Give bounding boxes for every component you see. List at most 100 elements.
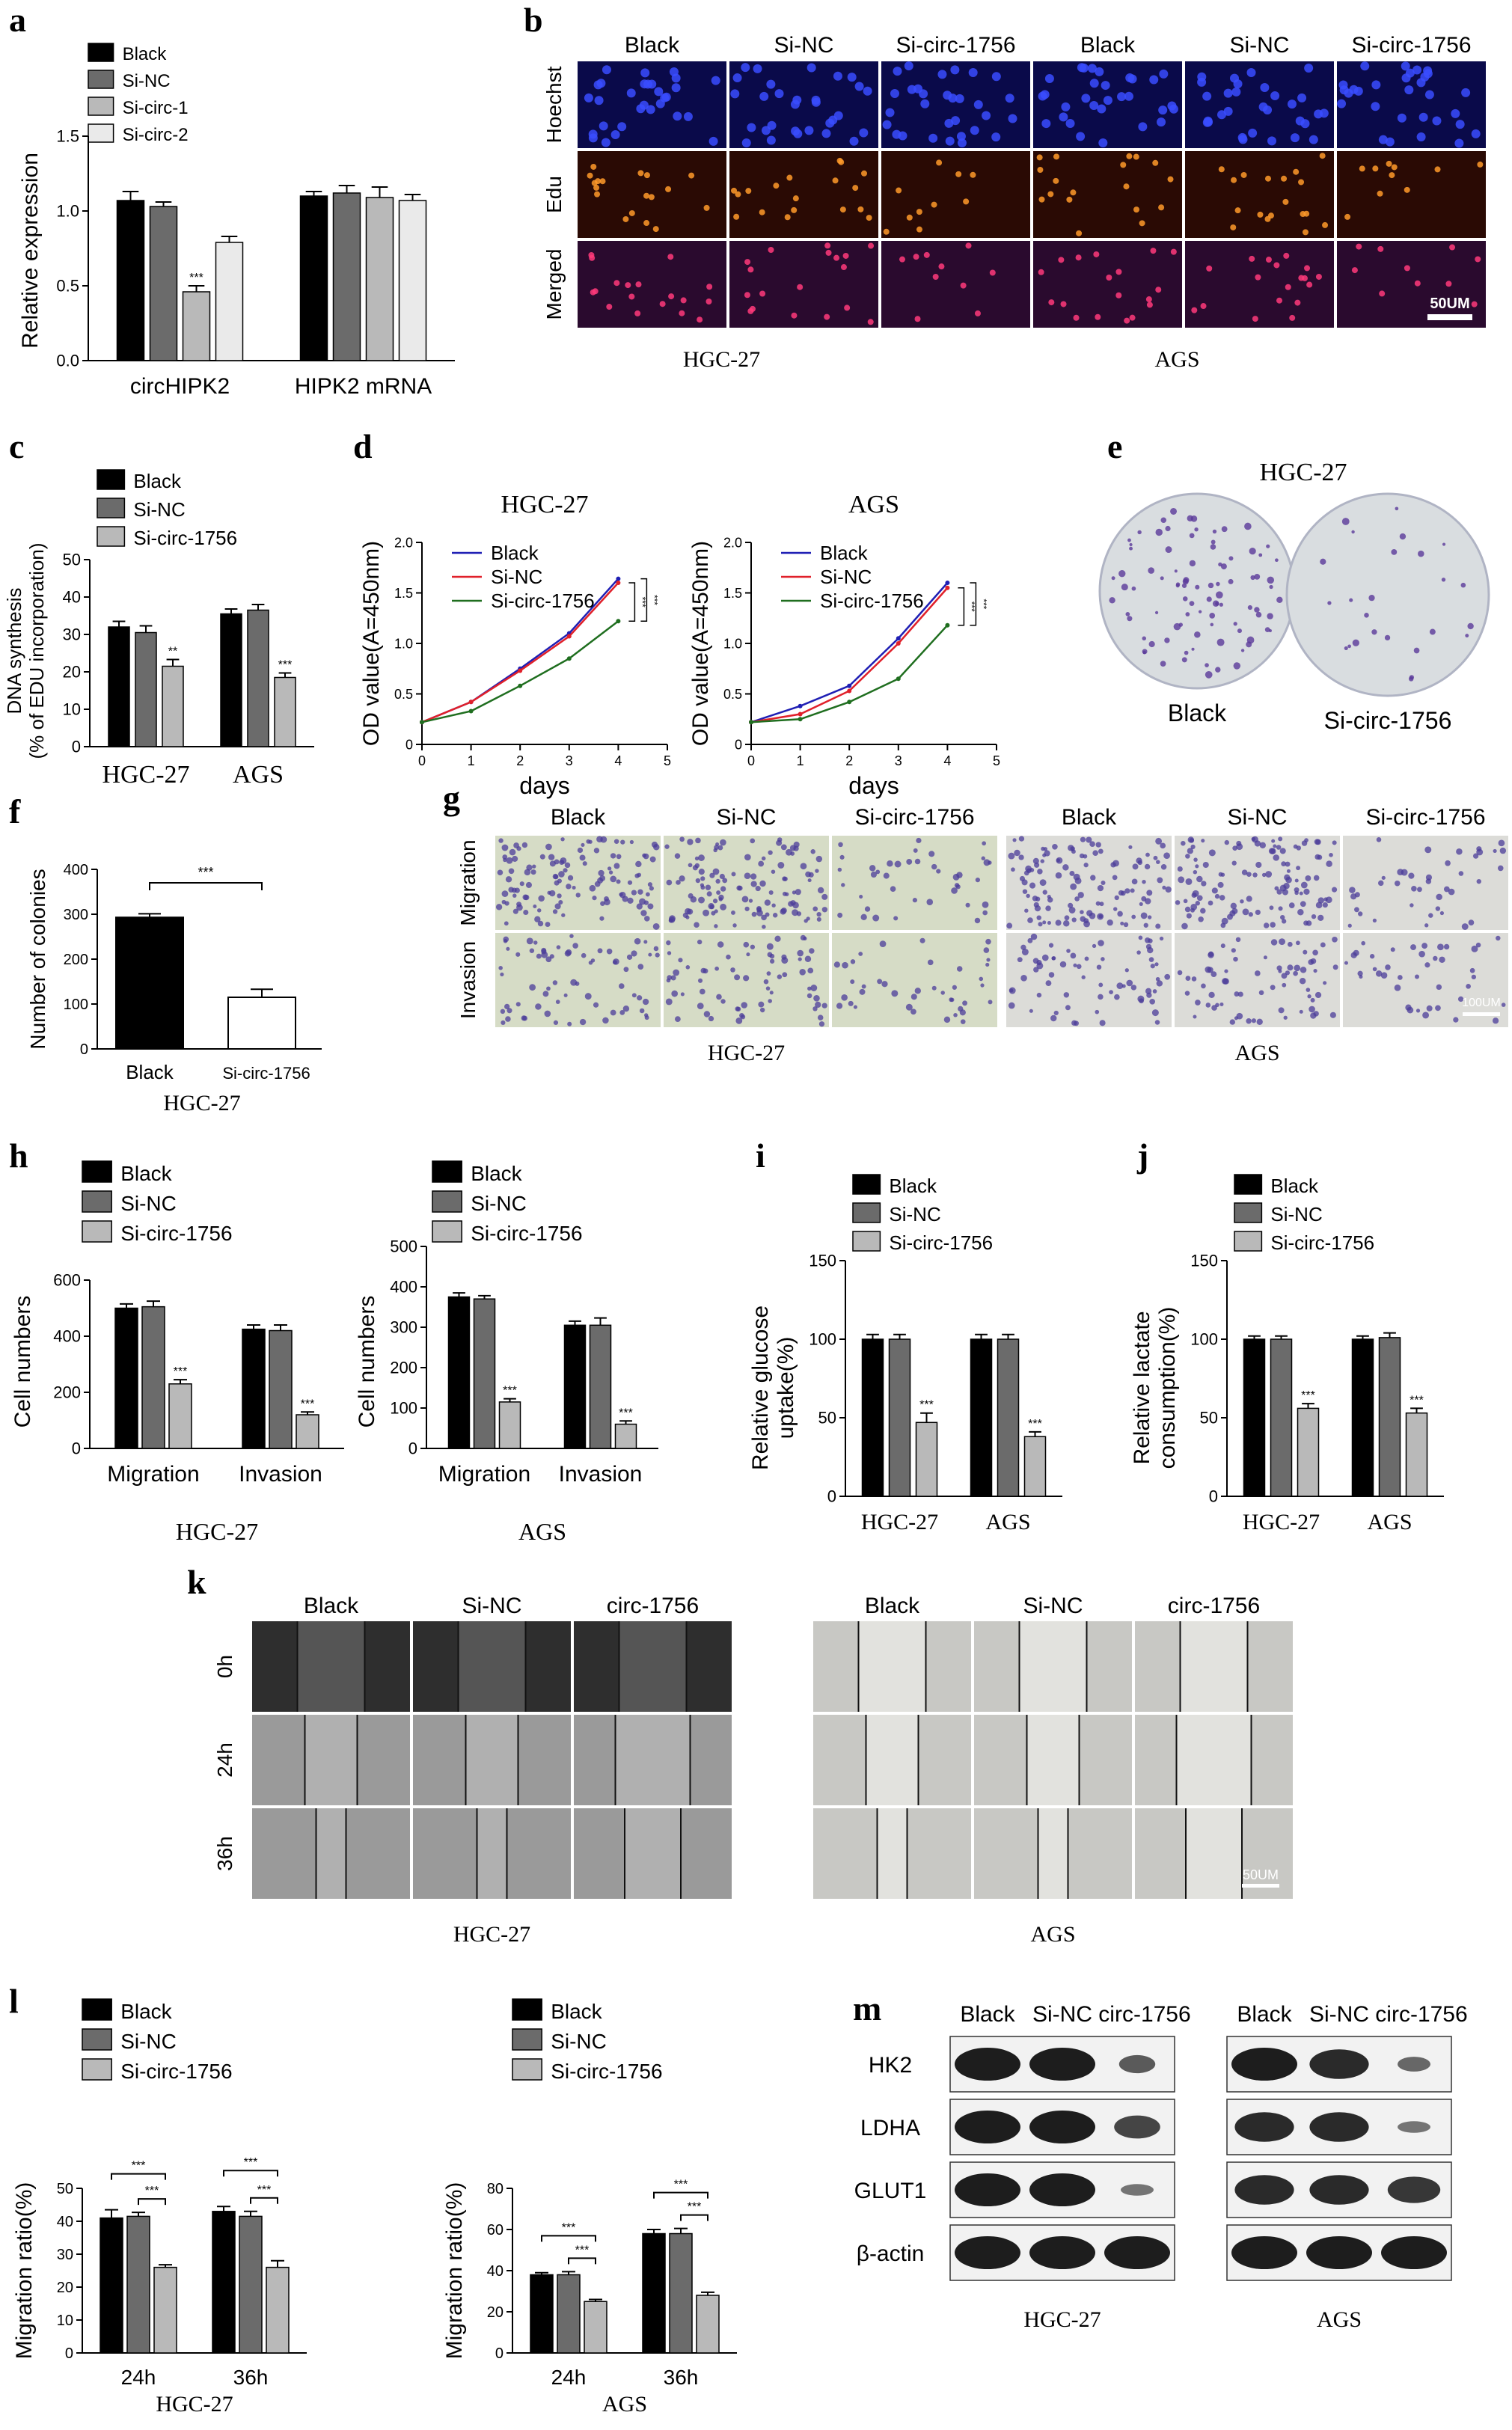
x-tick-label: HIPK2 mRNA — [295, 374, 432, 399]
cell-dot — [1048, 299, 1055, 306]
cell-dot — [643, 220, 650, 227]
cell-dot — [1296, 845, 1302, 851]
column-label: Black — [551, 805, 606, 830]
column-label: Si-NC — [717, 805, 777, 830]
cell-dot — [1317, 914, 1324, 921]
cell-dot — [546, 986, 551, 991]
cell-dot — [659, 301, 666, 307]
cell-dot — [521, 842, 528, 848]
cell-dot — [1053, 177, 1059, 184]
protein-band — [1118, 2054, 1156, 2074]
cell-dot — [1201, 983, 1206, 989]
significance-mark: *** — [688, 2201, 702, 2214]
cell-dot — [736, 885, 742, 891]
cell-dot — [1065, 118, 1075, 128]
cell-dot — [1146, 302, 1153, 308]
x-tick-label: AGS — [1367, 1510, 1412, 1534]
cell-dot — [594, 96, 604, 105]
cell-dot — [549, 860, 556, 867]
significance-bracket — [640, 578, 648, 622]
cell-dot — [1195, 1000, 1201, 1006]
legend-label: Black — [471, 1162, 522, 1185]
bar — [153, 2266, 177, 2354]
colony — [1216, 591, 1223, 599]
cell-dot — [1186, 913, 1192, 919]
cell-dot — [811, 97, 821, 107]
cell-dot — [863, 86, 872, 96]
cell-dot — [914, 858, 921, 865]
cell-dot — [1293, 168, 1300, 175]
cell-dot — [731, 910, 735, 915]
colony — [1341, 518, 1350, 525]
cell-dot — [1297, 908, 1304, 916]
scale-bar — [1242, 1884, 1279, 1888]
scratch-gap — [1038, 1808, 1068, 1899]
cell-dot — [1193, 857, 1198, 862]
column-label: Black — [304, 1594, 359, 1618]
cell-dot — [1372, 967, 1377, 972]
cell-dot — [679, 836, 685, 842]
cell-dot — [1218, 166, 1225, 173]
cell-dot — [1281, 861, 1287, 867]
x-tick-label: AGS — [985, 1510, 1030, 1534]
colony — [1170, 507, 1178, 515]
micrograph — [1343, 933, 1508, 1027]
cell-dot — [1210, 971, 1217, 977]
cell-dot — [1073, 314, 1080, 321]
cell-dot — [1475, 942, 1481, 948]
cell-dot — [526, 937, 533, 945]
data-point — [518, 668, 523, 673]
cell-dot — [1175, 900, 1181, 905]
bar — [669, 2232, 693, 2354]
cell-dot — [1127, 74, 1137, 84]
cell-dot — [610, 1009, 616, 1016]
y-tick-label: 100 — [809, 1330, 836, 1349]
legend-swatch — [82, 1190, 112, 1213]
y-tick-label: 10 — [63, 700, 81, 719]
cell-dot — [1394, 880, 1401, 887]
cell-dot — [1351, 267, 1358, 274]
cell-dot — [953, 1013, 958, 1017]
y-tick-label: 100 — [1190, 1330, 1218, 1349]
bar — [108, 626, 130, 747]
scale-bar-label: 50UM — [1243, 1867, 1279, 1882]
panel-c: c Black Si-NC Si-circ-1756 0 10 20 30 40 50 DNA s… — [0, 426, 352, 801]
cell-dot — [1285, 861, 1291, 867]
cell-dot — [642, 998, 649, 1006]
y-tick-label: 30 — [63, 625, 81, 644]
cell-dot — [1117, 92, 1127, 102]
cell-dot — [1034, 905, 1041, 912]
cell-dot — [1064, 915, 1070, 921]
protein-band — [1114, 2115, 1160, 2139]
y-tick-label: 50 — [63, 551, 81, 569]
cell-dot — [767, 952, 773, 958]
cell-dot — [508, 868, 515, 875]
cell-dot — [695, 878, 701, 884]
group-label: HGC-27 — [156, 2392, 233, 2417]
cell-dot — [680, 992, 685, 997]
cell-dot — [1219, 1002, 1224, 1006]
bar — [1378, 1337, 1401, 1497]
cell-dot — [667, 254, 674, 260]
cell-dot — [1424, 962, 1430, 968]
cell-dot — [1283, 252, 1290, 259]
cell-dot — [1205, 1003, 1211, 1008]
cell-dot — [1281, 919, 1287, 924]
cell-dot — [755, 886, 761, 892]
cell-dot — [708, 136, 718, 146]
cell-dot — [842, 252, 849, 259]
legend-swatch — [97, 526, 126, 547]
cell-dot — [980, 983, 985, 988]
cell-dot — [1270, 922, 1276, 928]
cell-dot — [839, 854, 845, 860]
cell-dot — [593, 184, 600, 191]
cell-dot — [768, 999, 772, 1003]
cell-dot — [799, 969, 806, 976]
colony — [1221, 526, 1228, 533]
colony — [1267, 613, 1273, 619]
column-label: Si-circ-1756 — [1351, 33, 1471, 58]
cell-dot — [931, 985, 937, 991]
cell-dot — [1223, 88, 1233, 98]
cell-dot — [1456, 848, 1463, 855]
